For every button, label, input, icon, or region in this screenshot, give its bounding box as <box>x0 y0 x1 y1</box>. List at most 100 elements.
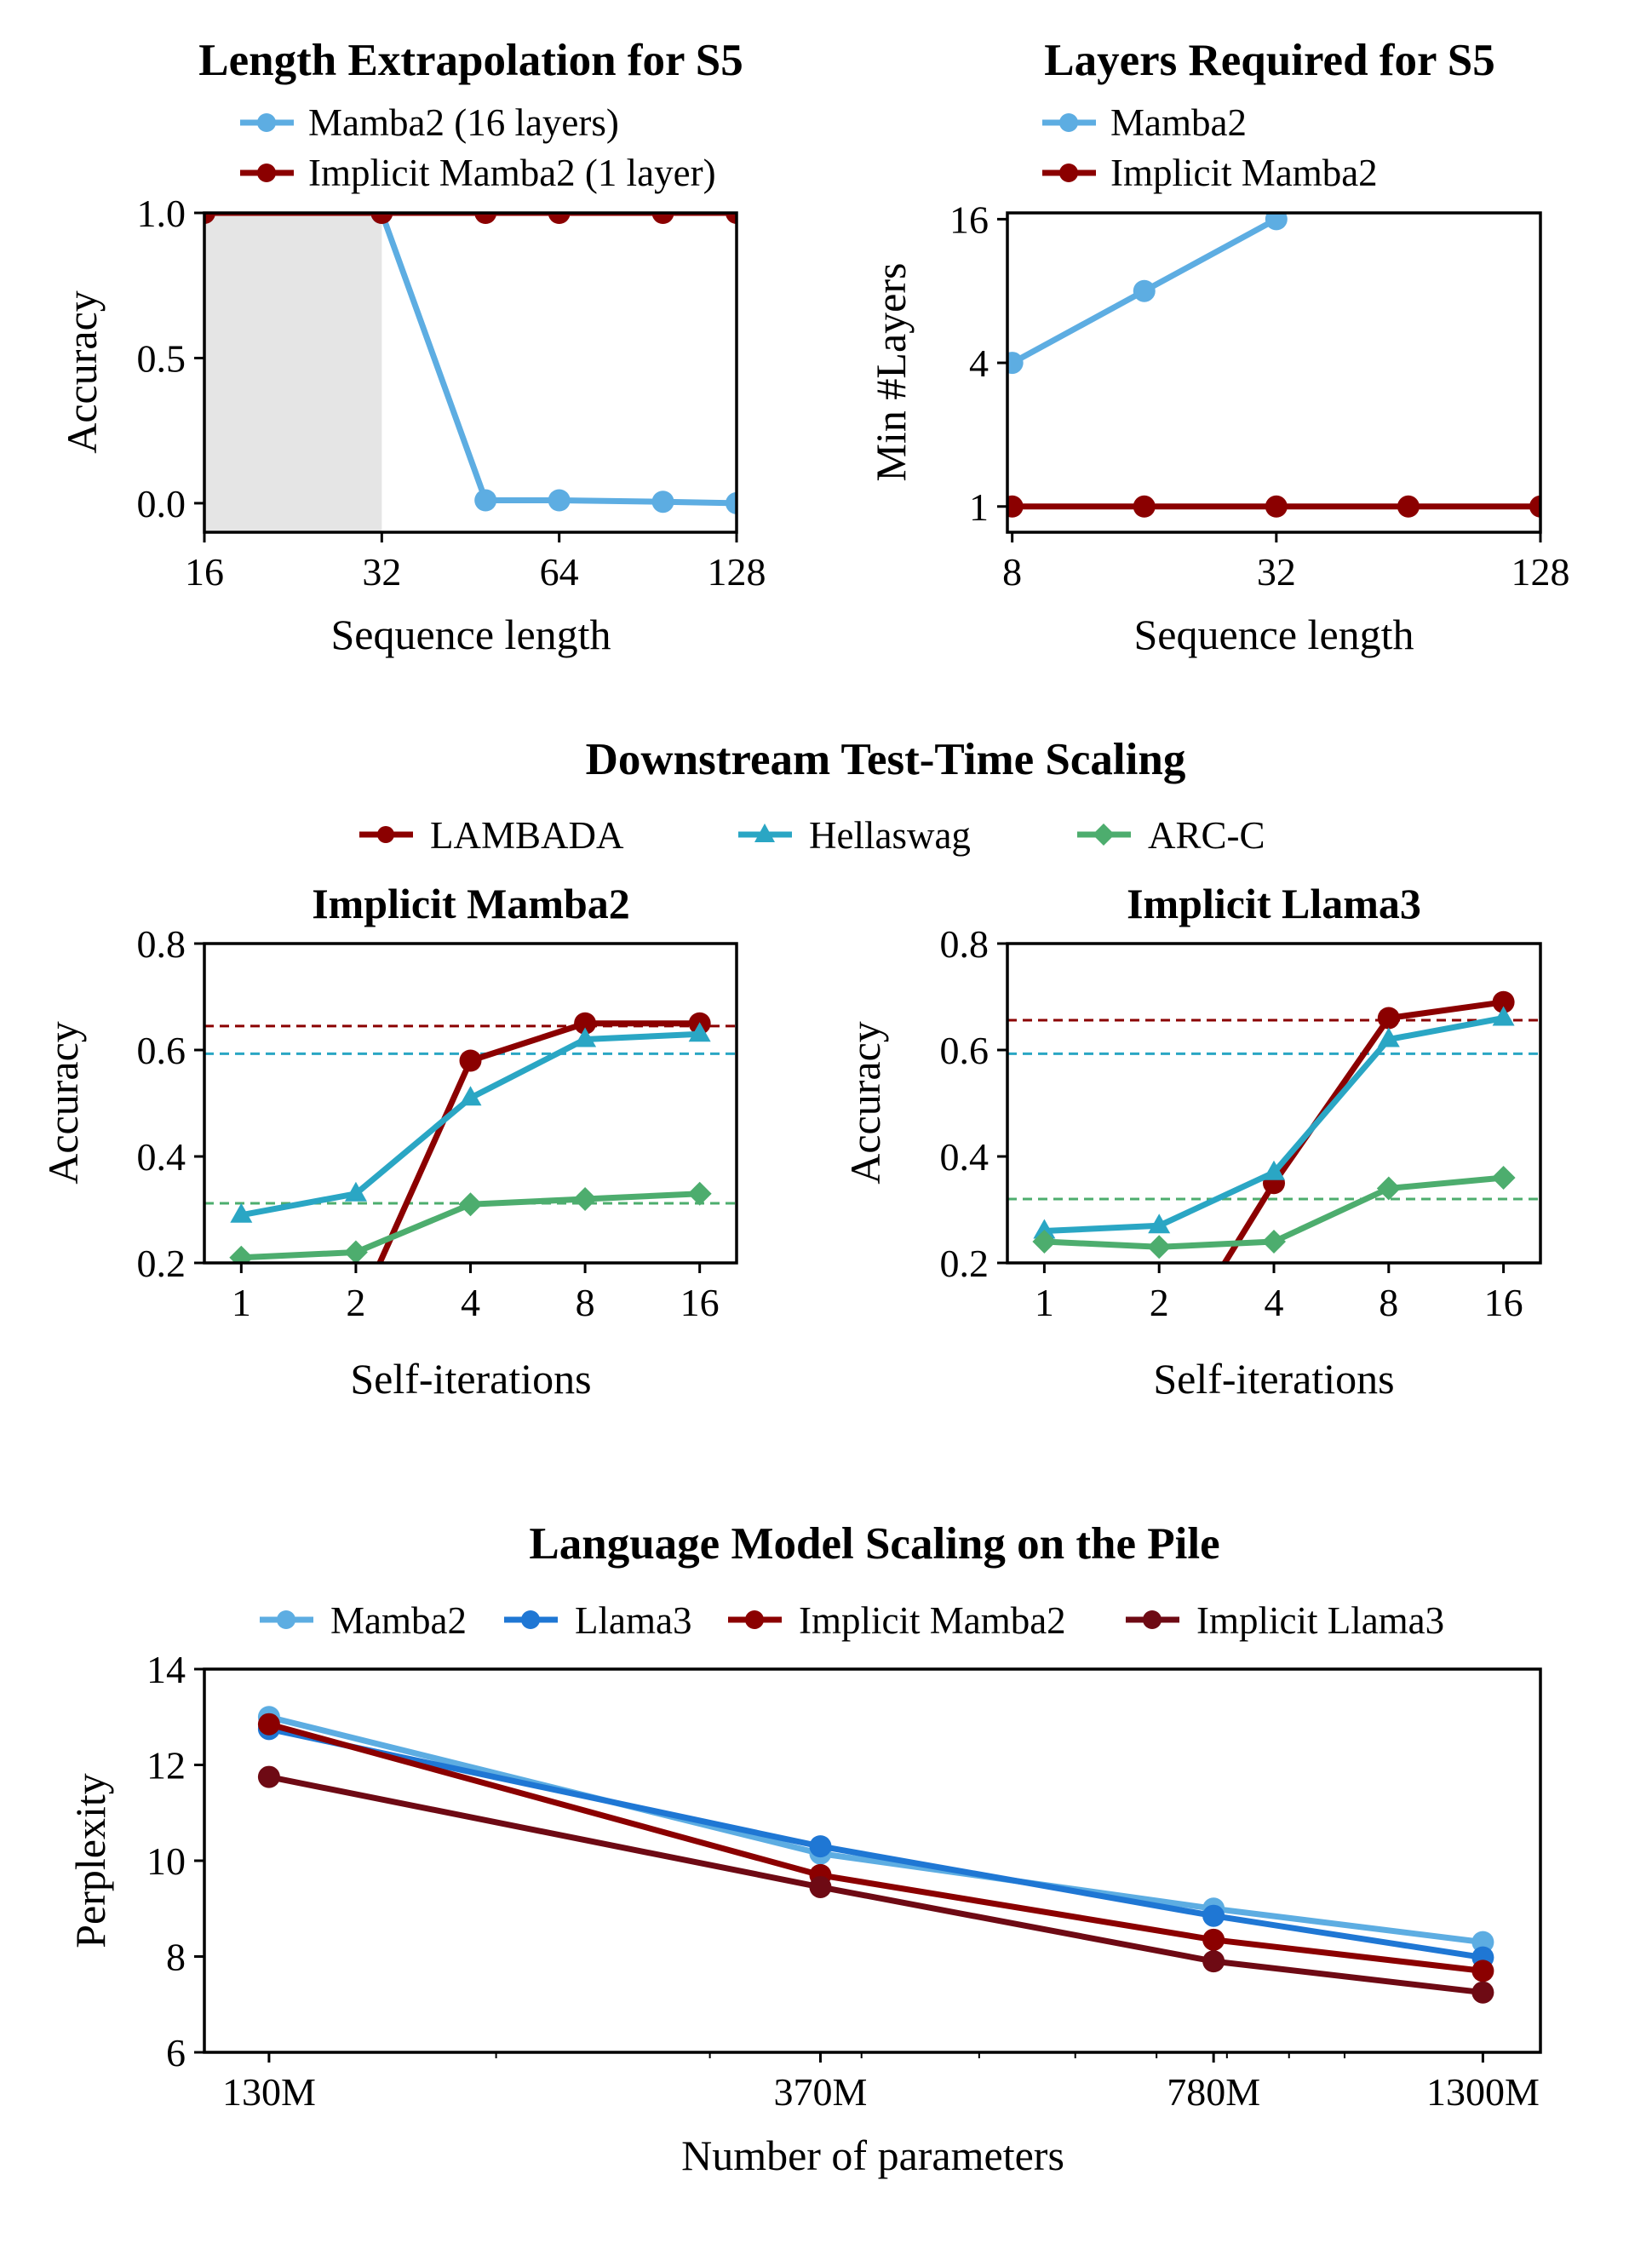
data-point <box>459 1049 482 1072</box>
legend-entry-implicit-mamba2: Implicit Mamba2 (1 layer) <box>240 152 716 194</box>
chart-title: Language Model Scaling on the Pile <box>529 1519 1219 1569</box>
data-point <box>1032 1230 1057 1254</box>
chart-title: Implicit Llama3 <box>1127 880 1421 927</box>
legend-marker <box>754 823 775 842</box>
data-point <box>1263 1160 1285 1180</box>
data-point <box>651 213 674 224</box>
legend-entry-implicit-mamba2: Implicit Mamba2 <box>1042 152 1378 194</box>
series-hellaswag <box>1033 1006 1515 1239</box>
legend-entry-llama3: Llama3 <box>504 1599 691 1642</box>
data-point <box>1491 1166 1516 1190</box>
series-line <box>268 1774 1483 1996</box>
data-point <box>370 213 393 224</box>
series-lambada <box>1221 990 1515 1263</box>
legend-entry-lambada: LAMBADA <box>359 814 624 857</box>
y-axis-label: Min #Layers <box>867 263 915 482</box>
data-point <box>548 489 571 512</box>
data-point <box>1007 352 1024 375</box>
legend-label: Implicit Mamba2 (1 layer) <box>308 152 716 194</box>
legend-entry-mamba2: Mamba2 <box>1042 101 1247 144</box>
axes-frame <box>1006 942 1542 1265</box>
series-hellaswag <box>230 1022 711 1223</box>
legend-label: Implicit Llama3 <box>1196 1599 1444 1642</box>
legend: Mamba2 Implicit Mamba2 <box>1042 101 1378 194</box>
data-point <box>1265 213 1288 231</box>
x-tick-label: 1 <box>1035 1281 1054 1324</box>
data-point <box>1033 1219 1056 1239</box>
x-tick-label: 4 <box>461 1281 480 1324</box>
data-point <box>1397 495 1420 518</box>
data-point <box>1377 1007 1400 1030</box>
data-point <box>1377 1027 1400 1047</box>
data-point <box>1471 1931 1494 1954</box>
data-point <box>257 1713 280 1736</box>
x-ticks: 1 2 4 8 16 <box>1035 1263 1523 1324</box>
series-line <box>268 1713 1483 1946</box>
axes-frame <box>203 1667 1542 2054</box>
y-ticks: 6 8 10 12 14 <box>146 1648 204 2074</box>
data-point <box>1147 1235 1172 1259</box>
data-point <box>687 1181 712 1206</box>
series-line <box>268 1725 1483 1961</box>
x-tick-label: 16 <box>1484 1281 1523 1324</box>
x-tick-label: 64 <box>540 550 579 594</box>
y-tick-label: 0.2 <box>137 1242 186 1285</box>
series-lambada <box>230 1012 711 1370</box>
axes-frame <box>203 942 738 1265</box>
chart-title: Length Extrapolation for S5 <box>198 36 743 85</box>
x-axis-label: Self-iterations <box>1153 1355 1394 1403</box>
data-point <box>1376 1176 1401 1201</box>
section-title: Downstream Test-Time Scaling <box>586 735 1186 784</box>
chart-title: Implicit Mamba2 <box>312 880 630 927</box>
data-point <box>809 1835 832 1858</box>
legend-marker <box>277 1610 295 1629</box>
data-point <box>229 1245 254 1263</box>
data-point <box>1202 1904 1225 1927</box>
y-ticks: 0.0 0.5 1.0 <box>137 192 204 525</box>
series-mamba2-16-layers <box>370 213 737 514</box>
chart-title: Layers Required for S5 <box>1044 36 1495 85</box>
panel-implicit-mamba2: Implicit Mamba2 1 2 4 8 16 0.2 0.4 0.6 0.8 Self-… <box>39 880 738 1403</box>
x-tick-label: 2 <box>1150 1281 1169 1324</box>
data-point <box>1471 1959 1494 1982</box>
series-implicit-mamba2 <box>1007 495 1540 518</box>
data-point <box>548 213 571 224</box>
data-point <box>474 213 497 224</box>
legend-marker <box>1059 164 1078 182</box>
plot-area: 8 32 128 1 4 16 <box>949 198 1570 594</box>
legend-entry-hellaswag: Hellaswag <box>738 814 971 857</box>
legend-label: LAMBADA <box>430 814 624 857</box>
legend-marker <box>1059 113 1078 132</box>
data-point <box>573 1187 598 1211</box>
legend-entry-implicit-llama3: Implicit Llama3 <box>1126 1599 1444 1642</box>
data-point <box>1529 495 1540 518</box>
legend: Mamba2 (16 layers) Implicit Mamba2 (1 la… <box>240 101 716 194</box>
shaded-region <box>204 213 382 532</box>
legend: Mamba2 Llama3 Implicit Mamba2 Implicit L… <box>260 1599 1444 1642</box>
y-axis-label: Perplexity <box>66 1773 114 1948</box>
legend-label: Llama3 <box>575 1599 691 1642</box>
plot-area: 16 32 64 128 0.0 0.5 1.0 <box>137 192 766 594</box>
downstream-section: Downstream Test-Time Scaling LAMBADA Hel… <box>359 735 1265 857</box>
y-tick-label: 10 <box>146 1839 186 1883</box>
series-line <box>379 213 737 507</box>
legend-marker <box>1143 1610 1162 1629</box>
data-point <box>1471 1981 1494 2004</box>
y-tick-label: 1.0 <box>137 192 186 235</box>
data-point <box>1262 1230 1286 1254</box>
y-tick-label: 6 <box>166 2031 186 2074</box>
data-point <box>726 213 737 224</box>
x-tick-label: 1 <box>232 1281 251 1324</box>
y-tick-label: 0.4 <box>940 1135 989 1179</box>
legend-entry-implicit-mamba2: Implicit Mamba2 <box>728 1599 1066 1642</box>
data-point <box>344 1181 367 1202</box>
legend-marker <box>1093 823 1115 846</box>
data-point <box>1202 1928 1225 1951</box>
x-tick-label: 8 <box>1379 1281 1398 1324</box>
series-line <box>1221 999 1505 1263</box>
y-tick-label: 0.4 <box>137 1135 186 1179</box>
axes-frame <box>203 211 738 534</box>
x-tick-label: 16 <box>185 550 224 594</box>
data-point <box>1148 1214 1171 1234</box>
data-point <box>230 1348 252 1370</box>
